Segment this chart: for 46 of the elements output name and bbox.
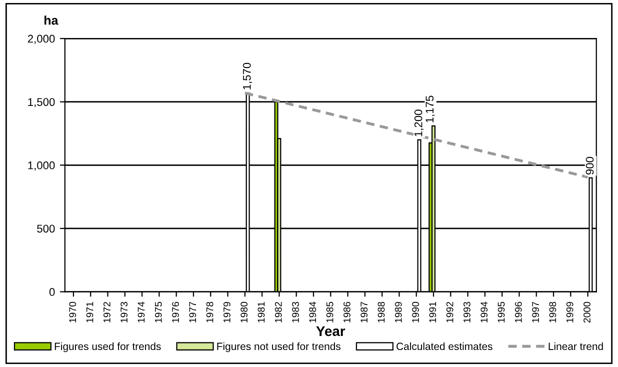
x-tick-label: 1976: [172, 302, 179, 322]
x-tick-label: 1990: [412, 302, 419, 322]
x-tick-label: 1992: [446, 302, 454, 322]
x-tick-label: 1986: [344, 302, 350, 322]
x-tick-label: 1997: [532, 302, 539, 322]
legend-label: Linear trend: [548, 342, 603, 350]
x-tick-label: 1970: [69, 302, 76, 322]
x-tick-label: 1973: [120, 302, 128, 322]
x-tick-label: 1996: [514, 302, 522, 322]
x-tick-label: 1989: [394, 302, 402, 322]
x-tick-label: 1979: [223, 302, 230, 322]
x-tick-label: 1980: [240, 302, 248, 322]
data-label: 1,570: [242, 62, 252, 90]
y-axis-title: ha: [44, 16, 58, 25]
x-tick-label: 1982: [274, 302, 282, 322]
x-tick-label: 1985: [326, 302, 334, 322]
x-tick-label: 1998: [549, 302, 556, 322]
x-tick-label: 1975: [154, 302, 162, 322]
x-tick-label: 1972: [103, 302, 110, 322]
y-tick-label: 1,500: [28, 98, 55, 108]
data-label: 900: [586, 156, 594, 175]
x-tick-label: 2000: [584, 302, 590, 323]
x-tick-label: 1988: [378, 302, 385, 322]
x-tick-label: 1987: [360, 302, 368, 322]
x-tick-label: 1974: [138, 302, 145, 322]
y-tick-label: 0: [49, 288, 55, 296]
legend-label: Figures used for trends: [54, 342, 161, 352]
x-tick-label: 1995: [498, 302, 505, 322]
x-tick-label: 1999: [566, 302, 574, 322]
x-tick-label: 1991: [429, 302, 436, 322]
x-tick-label: 1983: [292, 302, 299, 322]
x-tick-label: 1977: [189, 302, 196, 322]
y-tick-label: 1,000: [28, 161, 55, 171]
data-label: 1,200: [414, 110, 424, 136]
x-axis-title: Year: [316, 326, 346, 336]
x-tick-label: 1994: [480, 302, 488, 322]
x-tick-label: 1971: [86, 302, 94, 322]
x-tick-label: 1984: [309, 302, 316, 322]
x-tick-label: 1978: [206, 302, 214, 322]
x-tick-label: 1993: [464, 302, 470, 322]
y-tick-label: 2,000: [28, 34, 55, 44]
x-tick-label: 1981: [258, 302, 265, 322]
legend-label: Figures not used for trends: [217, 342, 340, 352]
legend-label: Calculated estimates: [396, 342, 492, 350]
y-tick-label: 500: [37, 224, 55, 233]
data-label: 1,175: [426, 96, 435, 122]
